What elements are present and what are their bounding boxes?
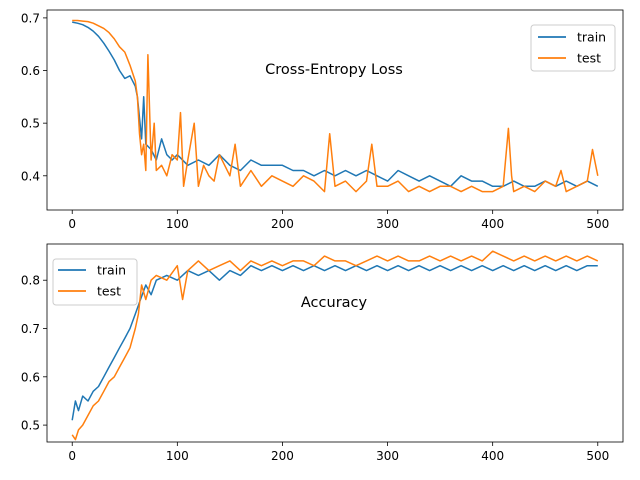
accuracy-axes-frame bbox=[46, 243, 624, 443]
accuracy-x-tick-label: 200 bbox=[271, 449, 294, 463]
loss-x-tick-label: 100 bbox=[166, 217, 189, 231]
accuracy-series-train-line bbox=[71, 264, 598, 421]
loss-y-ticks: 0.4 0.5 0.6 0.7 bbox=[21, 11, 47, 183]
loss-x-tick-label: 200 bbox=[271, 217, 294, 231]
accuracy-x-tick-label: 500 bbox=[586, 449, 609, 463]
loss-legend-test-label: test bbox=[577, 51, 601, 66]
loss-y-tick-label: 0.5 bbox=[21, 117, 40, 131]
loss-x-tick-label: 400 bbox=[481, 217, 504, 231]
accuracy-x-tick-label: 400 bbox=[481, 449, 504, 463]
accuracy-subplot: 0 100 200 300 400 500 0.5 0.6 0.7 0.8 Accuracy t… bbox=[21, 243, 624, 463]
loss-y-tick-label: 0.6 bbox=[21, 64, 40, 78]
accuracy-y-ticks: 0.5 0.6 0.7 0.8 bbox=[21, 274, 47, 433]
loss-series-test-line bbox=[72, 19, 599, 193]
loss-axes-frame bbox=[46, 9, 624, 211]
accuracy-series-test-line bbox=[71, 250, 599, 441]
accuracy-chart-title: Accuracy bbox=[301, 295, 368, 311]
loss-chart-title: Cross-Entropy Loss bbox=[265, 62, 403, 78]
loss-x-tick-label: 500 bbox=[586, 217, 609, 231]
loss-subplot: 0 100 200 300 400 500 0.4 0.5 0.6 0.7 Cross-Entr… bbox=[21, 9, 624, 231]
accuracy-y-tick-label: 0.5 bbox=[21, 419, 40, 433]
loss-x-tick-label: 300 bbox=[376, 217, 399, 231]
accuracy-y-tick-label: 0.6 bbox=[21, 370, 40, 384]
accuracy-y-tick-label: 0.7 bbox=[21, 322, 40, 336]
loss-series-train-line bbox=[72, 21, 599, 188]
accuracy-series-layer bbox=[71, 250, 599, 441]
loss-legend-train-label: train bbox=[577, 30, 606, 45]
accuracy-legend: train test bbox=[52, 258, 138, 306]
accuracy-legend-test-label: test bbox=[97, 284, 121, 299]
accuracy-x-ticks: 0 100 200 300 400 500 bbox=[68, 442, 609, 463]
loss-legend: train test bbox=[530, 24, 616, 72]
loss-y-tick-label: 0.4 bbox=[21, 169, 40, 183]
accuracy-y-tick-label: 0.8 bbox=[21, 274, 40, 288]
accuracy-legend-train-label: train bbox=[97, 263, 126, 278]
loss-x-tick-label: 0 bbox=[68, 217, 76, 231]
loss-x-ticks: 0 100 200 300 400 500 bbox=[68, 210, 609, 231]
accuracy-x-tick-label: 0 bbox=[68, 449, 76, 463]
loss-series-layer bbox=[72, 19, 599, 193]
loss-y-tick-label: 0.7 bbox=[21, 11, 40, 25]
accuracy-x-tick-label: 300 bbox=[376, 449, 399, 463]
accuracy-x-tick-label: 100 bbox=[166, 449, 189, 463]
